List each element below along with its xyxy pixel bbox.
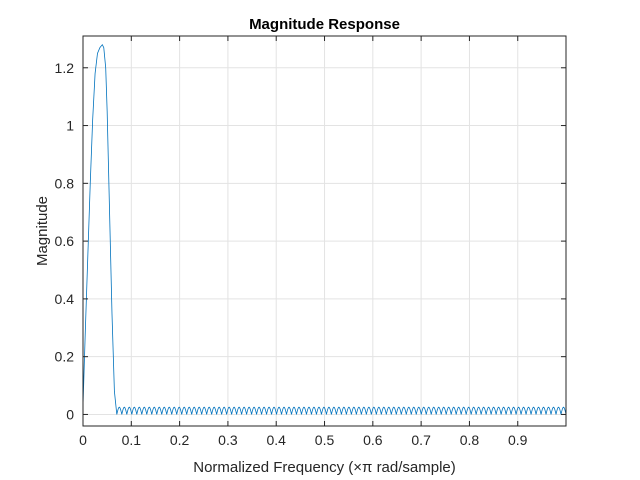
tick-marks <box>82 36 566 426</box>
y-tick-label: 0 <box>66 406 74 422</box>
x-tick-labels: 0 0.1 0.2 0.3 0.4 0.5 0.6 0.7 0.8 0.9 <box>79 432 528 448</box>
x-tick-label: 0.8 <box>460 432 480 448</box>
y-tick-label: 0.2 <box>55 349 75 365</box>
y-tick-label: 0.4 <box>55 291 75 307</box>
x-tick-label: 0.3 <box>218 432 238 448</box>
x-tick-label: 0.5 <box>315 432 335 448</box>
y-tick-label: 0.6 <box>55 233 75 249</box>
grid-lines <box>82 36 566 426</box>
chart-title: Magnitude Response <box>249 16 400 33</box>
x-tick-label: 0.4 <box>266 432 286 448</box>
x-tick-label: 0.9 <box>508 432 528 448</box>
x-tick-label: 0 <box>79 432 87 448</box>
y-tick-label: 0.8 <box>55 175 75 191</box>
x-tick-label: 0.1 <box>122 432 142 448</box>
y-tick-labels: 0 0.2 0.4 0.6 0.8 1 1.2 <box>55 60 75 423</box>
magnitude-curve <box>82 43 567 415</box>
curve-layer <box>82 43 567 415</box>
y-axis-label: Magnitude <box>34 196 51 266</box>
y-tick-label: 1.2 <box>55 60 75 76</box>
x-tick-label: 0.7 <box>411 432 431 448</box>
y-tick-label: 1 <box>66 118 74 134</box>
x-axis-label: Normalized Frequency (×π rad/sample) <box>193 459 456 476</box>
x-tick-label: 0.2 <box>170 432 190 448</box>
x-tick-label: 0.6 <box>363 432 383 448</box>
